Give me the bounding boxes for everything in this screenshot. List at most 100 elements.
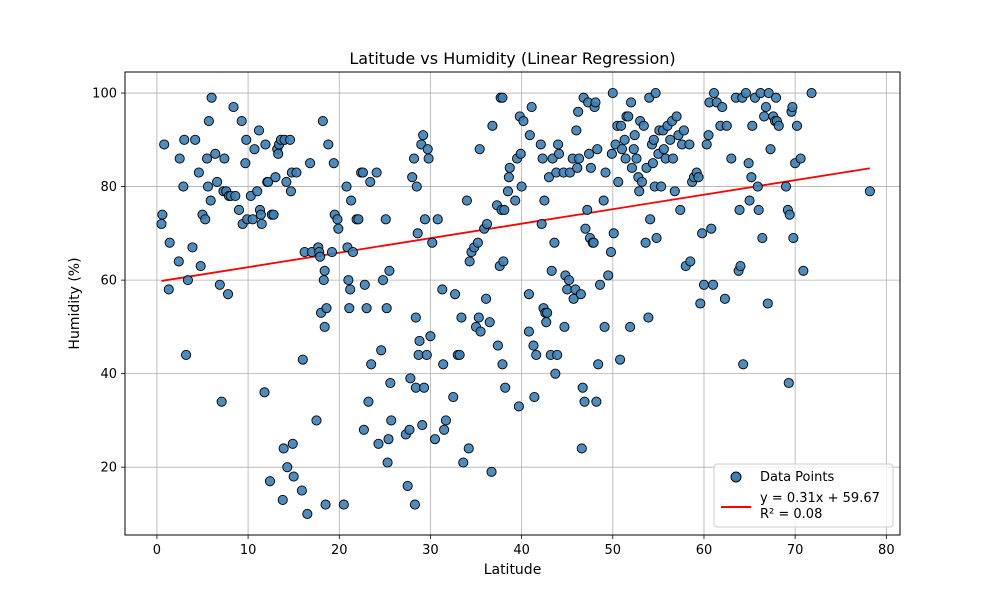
data-point [256, 218, 267, 230]
data-point [698, 279, 710, 290]
data-point [615, 120, 627, 131]
data-point [498, 256, 509, 267]
data-point [473, 312, 484, 323]
data-point [594, 279, 606, 290]
data-point [384, 265, 395, 276]
data-point [744, 195, 755, 206]
legend-regression-r2: R² = 0.08 [760, 507, 822, 522]
data-point [240, 158, 251, 169]
data-point [210, 148, 221, 159]
data-point [422, 144, 433, 155]
data-point [285, 186, 296, 197]
x-tick-label: 40 [513, 543, 530, 558]
data-point [366, 359, 377, 370]
legend-box [713, 463, 894, 528]
data-point [319, 265, 330, 276]
data-point [412, 228, 423, 239]
data-point [523, 326, 534, 337]
data-point [524, 130, 535, 141]
data-point [499, 204, 510, 216]
data-point [579, 396, 590, 407]
data-point [735, 261, 746, 272]
data-point [628, 144, 639, 155]
data-point [222, 289, 234, 300]
data-point [708, 279, 719, 290]
data-point [404, 424, 415, 435]
data-point [402, 480, 413, 491]
data-point [408, 153, 420, 164]
data-point [341, 181, 352, 192]
data-point [746, 172, 757, 183]
data-point [629, 130, 640, 141]
data-point [542, 307, 553, 318]
x-tick-label: 0 [153, 543, 161, 558]
data-point [684, 139, 695, 150]
data-point [284, 134, 296, 145]
data-point [784, 209, 795, 220]
data-point [529, 391, 540, 403]
x-tick-label: 20 [331, 543, 348, 558]
data-point [605, 247, 617, 258]
data-point [497, 359, 508, 370]
data-point [216, 396, 227, 407]
data-point [173, 256, 184, 267]
data-point [765, 144, 776, 155]
data-point [634, 186, 645, 197]
data-point [640, 237, 651, 248]
data-point [373, 438, 384, 449]
chart-title: Latitude vs Humidity (Linear Regression) [349, 49, 675, 68]
data-point [438, 359, 449, 370]
data-point [753, 204, 764, 216]
data-point [500, 382, 511, 393]
data-point [763, 87, 774, 99]
data-point [656, 181, 667, 192]
data-point [528, 340, 539, 351]
data-point [719, 293, 730, 304]
data-point [726, 153, 737, 164]
data-point [377, 275, 389, 286]
data-point [623, 111, 634, 122]
x-tick-label: 70 [787, 543, 804, 558]
data-point [864, 186, 875, 197]
data-point [432, 214, 443, 225]
data-point [318, 275, 329, 286]
data-point [288, 471, 299, 482]
data-point [429, 434, 441, 445]
data-point [537, 153, 548, 164]
data-point [247, 214, 258, 225]
y-axis-label: Humidity (%) [67, 257, 83, 349]
data-point [631, 153, 642, 164]
data-point [203, 116, 214, 127]
data-point [515, 148, 526, 159]
data-point [181, 349, 192, 360]
data-point [747, 120, 758, 131]
data-point [474, 144, 485, 155]
data-point [164, 237, 175, 248]
x-tick-label: 30 [422, 543, 439, 558]
data-point [582, 204, 593, 216]
data-point [619, 134, 630, 145]
data-point [573, 106, 584, 117]
data-point [423, 153, 434, 164]
y-tick-label: 80 [100, 180, 117, 195]
data-point [576, 443, 587, 454]
data-point [585, 162, 596, 173]
data-point [263, 176, 274, 187]
data-point [365, 176, 376, 187]
data-point [425, 331, 436, 342]
data-point [675, 204, 686, 216]
data-point [259, 387, 270, 398]
data-point [353, 214, 364, 225]
data-point [363, 396, 374, 407]
data-point [626, 162, 637, 173]
data-point [571, 125, 582, 136]
data-point [575, 289, 586, 300]
data-point [233, 204, 245, 216]
x-tick-label: 50 [605, 543, 622, 558]
data-point [410, 312, 421, 323]
data-point [743, 158, 754, 169]
data-point [606, 148, 617, 159]
data-point [419, 214, 431, 225]
data-point [625, 321, 636, 332]
data-point [281, 176, 292, 187]
